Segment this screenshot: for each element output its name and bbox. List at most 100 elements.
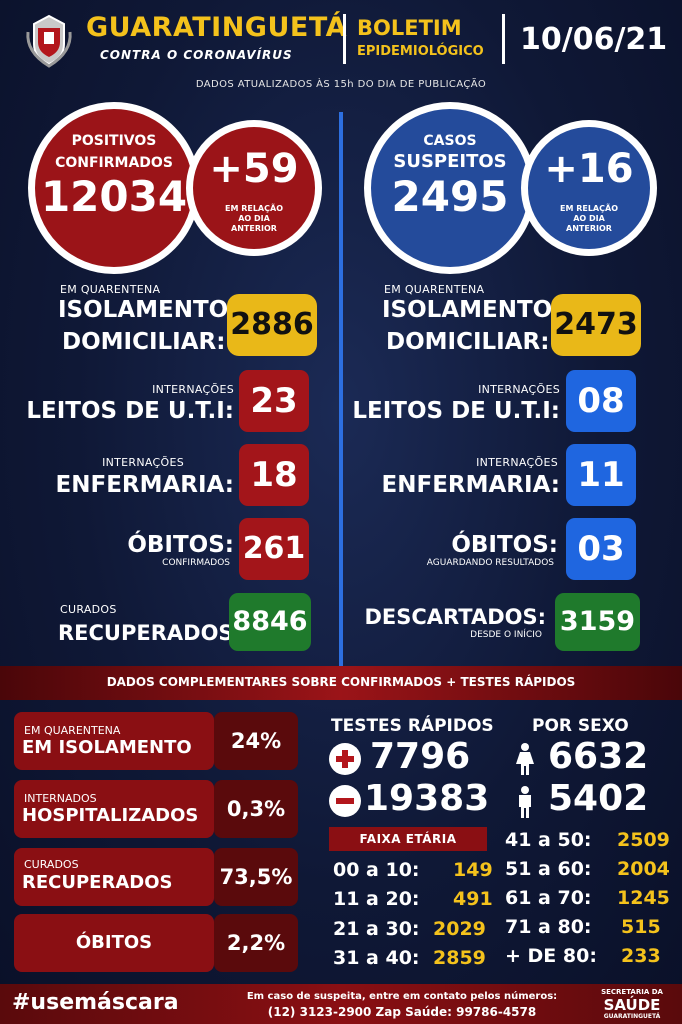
stat-small: INTERNADOS [24,792,97,805]
plus-circle-icon [329,743,361,775]
header-divider-2 [502,14,505,64]
left-uti-small: INTERNAÇÕES [152,383,234,396]
stat-big: HOSPITALIZADOS [22,805,199,826]
age-value: 2859 [433,947,486,969]
stat-value-box [214,712,298,770]
left-uti-value: 23 [239,370,309,432]
left-cur-big: RECUPERADOS: [58,621,242,645]
age-title: FAIXA ETÁRIA [359,832,457,846]
footer-hashtag: #usemáscara [12,990,179,1015]
delta-note-1: EM RELAÇÃO [560,204,618,213]
header-divider [343,14,346,64]
left-enf-value: 18 [239,444,309,506]
sex-male-value: 5402 [548,778,649,819]
delta-note-3: ANTERIOR [566,224,612,233]
dept-big: SAÚDE [603,996,661,1014]
right-enf-value: 11 [566,444,636,506]
positivos-delta-circle [186,120,322,256]
right-desc-small: DESDE O INÍCIO [470,630,542,640]
age-label: 11 a 20: [333,888,420,910]
tests-negative-value: 19383 [364,778,490,819]
left-cur-value: 8846 [229,593,311,651]
minus-circle-icon [329,785,361,817]
stat-small: EM QUARENTENA [24,724,121,737]
city-title: GUARATINGUETÁ [86,12,348,43]
footer-bar [0,984,682,1024]
epidemiologico-label: EPIDEMIOLÓGICO [357,44,484,59]
stat-value: 24% [230,729,282,753]
boletim-label: BOLETIM [357,16,462,40]
age-value: 2004 [617,858,670,880]
stat-panel-isolamento [14,712,214,770]
left-quar-big-2: DOMICILIAR: [62,329,226,355]
left-obitos-value: 261 [239,518,309,580]
stat-value: 73,5% [219,865,293,889]
left-obitos-big: ÓBITOS: [127,532,234,558]
right-quar-small: EM QUARENTENA [384,283,485,296]
sex-title: POR SEXO [532,716,629,736]
age-label: 41 a 50: [505,829,592,851]
right-uti-value: 08 [566,370,636,432]
left-quar-small: EM QUARENTENA [60,283,161,296]
delta-note-1: EM RELAÇÃO [225,204,283,213]
left-quar-value: 2886 [227,294,317,356]
age-value: 2509 [617,829,670,851]
bulletin-date: 10/06/21 [520,22,668,57]
positivos-label-1: POSITIVOS [71,133,157,149]
city-crest-icon [24,12,74,68]
right-obitos-small: AGUARDANDO RESULTADOS [426,558,554,568]
delta-note-2: AO DIA [238,214,270,223]
stat-value-box [214,780,298,838]
stat-big: EM ISOLAMENTO [22,737,192,758]
delta-note-3: ANTERIOR [231,224,277,233]
age-value: 515 [621,916,661,938]
right-enf-big: ENFERMARIA: [381,472,560,498]
positivos-delta-value: +59 [209,146,299,192]
age-value: 1245 [617,887,670,909]
left-uti-big: LEITOS DE U.T.I: [26,398,234,424]
footer-contact-2: (12) 3123-2900 Zap Saúde: 99786-4578 [267,1005,537,1019]
complementary-banner [0,666,682,700]
positivos-circle [28,102,200,274]
footer-contact-1: Em caso de suspeita, entre em contato pe… [246,991,558,1002]
left-enf-big: ENFERMARIA: [55,472,234,498]
right-desc-value: 3159 [555,593,640,651]
right-quar-big-1: ISOLAMENTO [382,297,553,323]
delta-note-2: AO DIA [573,214,605,223]
stat-value-box [214,848,298,906]
male-icon [514,785,536,819]
update-note: DADOS ATUALIZADOS ÀS 15h DO DIA DE PUBLI… [195,79,487,90]
right-uti-big: LEITOS DE U.T.I: [352,398,560,424]
stat-value-box [214,914,298,972]
complementary-banner-text: DADOS COMPLEMENTARES SOBRE CONFIRMADOS +… [106,675,576,689]
left-obitos-small: CONFIRMADOS [162,558,230,568]
stat-value: 2,2% [226,931,286,955]
sex-female-value: 6632 [548,736,649,777]
left-cur-small: CURADOS [60,603,117,616]
age-label: 51 a 60: [505,858,592,880]
tests-title: TESTES RÁPIDOS [331,716,494,736]
right-obitos-value: 03 [566,518,636,580]
age-value: 233 [621,945,661,967]
stat-small: CURADOS [24,858,79,871]
female-icon [514,742,536,776]
suspeitos-circle [364,102,536,274]
suspeitos-label-2: SUSPEITOS [393,151,507,172]
left-enf-small: INTERNAÇÕES [102,456,184,469]
right-uti-small: INTERNAÇÕES [478,383,560,396]
age-label: 21 a 30: [333,918,420,940]
right-quar-big-2: DOMICILIAR: [386,329,550,355]
right-obitos-big: ÓBITOS: [451,532,558,558]
city-subtitle: CONTRA O CORONAVÍRUS [100,48,293,62]
tests-positive-value: 7796 [370,736,471,777]
stat-panel-hospitalizados [14,780,214,838]
stat-value: 0,3% [226,797,286,821]
age-label: 31 a 40: [333,947,420,969]
age-label: 00 a 10: [333,859,420,881]
positivos-value: 12034 [40,172,188,221]
stat-panel-obitos [14,914,214,972]
positivos-label-2: CONFIRMADOS [55,155,173,171]
stat-big: RECUPERADOS [22,872,173,893]
age-label: 61 a 70: [505,887,592,909]
suspeitos-value: 2495 [391,172,509,221]
